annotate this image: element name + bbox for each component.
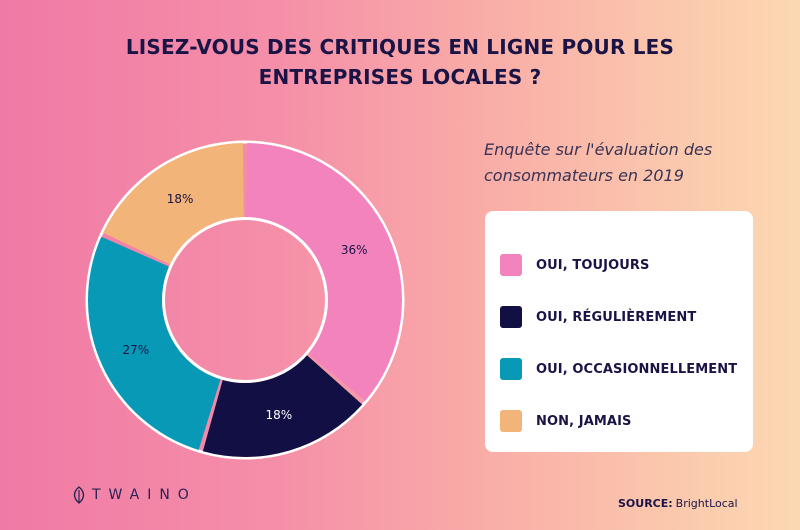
legend-label: NON, JAMAIS: [536, 413, 632, 429]
donut-slice-non-jamais: [103, 143, 244, 265]
legend-swatch: [500, 254, 522, 276]
chart-subtitle: Enquête sur l'évaluation des consommateu…: [484, 137, 764, 189]
source-value: BrightLocal: [675, 497, 738, 510]
legend-item-oui-toujours: OUI, TOUJOURS: [500, 239, 753, 291]
donut-slice-oui-occasionnellement: [88, 236, 221, 451]
donut-slice-oui-toujours: [246, 143, 402, 402]
twaino-logo: TWAINO: [72, 486, 197, 504]
donut-chart: 36% 18% 27% 18%: [85, 140, 405, 460]
leaf-icon: [73, 486, 85, 504]
legend-item-oui-occasionnellement: OUI, OCCASIONNELLEMENT: [500, 343, 753, 395]
chart-title-line-1: LISEZ-VOUS DES CRITIQUES EN LIGNE POUR L…: [125, 35, 675, 59]
chart-legend: OUI, TOUJOURS OUI, RÉGULIÈREMENT OUI, OCCA…: [485, 211, 753, 452]
donut-inner-rim: [162, 217, 328, 383]
legend-swatch: [500, 358, 522, 380]
legend-label: OUI, RÉGULIÈREMENT: [536, 309, 697, 325]
legend-label: OUI, OCCASIONNELLEMENT: [536, 361, 738, 377]
chart-subtitle-line-1: Enquête sur l'évaluation des: [484, 140, 713, 159]
slice-label-oui-toujours: 36%: [341, 243, 368, 257]
chart-title: LISEZ-VOUS DES CRITIQUES EN LIGNE POUR L…: [0, 32, 800, 92]
source-label: SOURCE:: [618, 497, 673, 510]
legend-swatch: [500, 306, 522, 328]
slice-label-non-jamais: 18%: [167, 192, 194, 206]
legend-item-oui-regulierement: OUI, RÉGULIÈREMENT: [500, 291, 753, 343]
source-note: SOURCE: BrightLocal: [618, 497, 738, 510]
legend-swatch: [500, 410, 522, 432]
slice-label-oui-occasionnellement: 27%: [123, 343, 150, 357]
chart-title-line-2: ENTREPRISES LOCALES ?: [258, 65, 542, 89]
logo-text: TWAINO: [92, 487, 197, 503]
slice-label-oui-regulierement: 18%: [265, 408, 292, 422]
legend-item-non-jamais: NON, JAMAIS: [500, 395, 753, 447]
legend-label: OUI, TOUJOURS: [536, 257, 650, 273]
donut-outer-rim: [85, 140, 405, 460]
donut-slice-oui-regulierement: [202, 355, 363, 457]
chart-subtitle-line-2: consommateurs en 2019: [484, 166, 684, 185]
